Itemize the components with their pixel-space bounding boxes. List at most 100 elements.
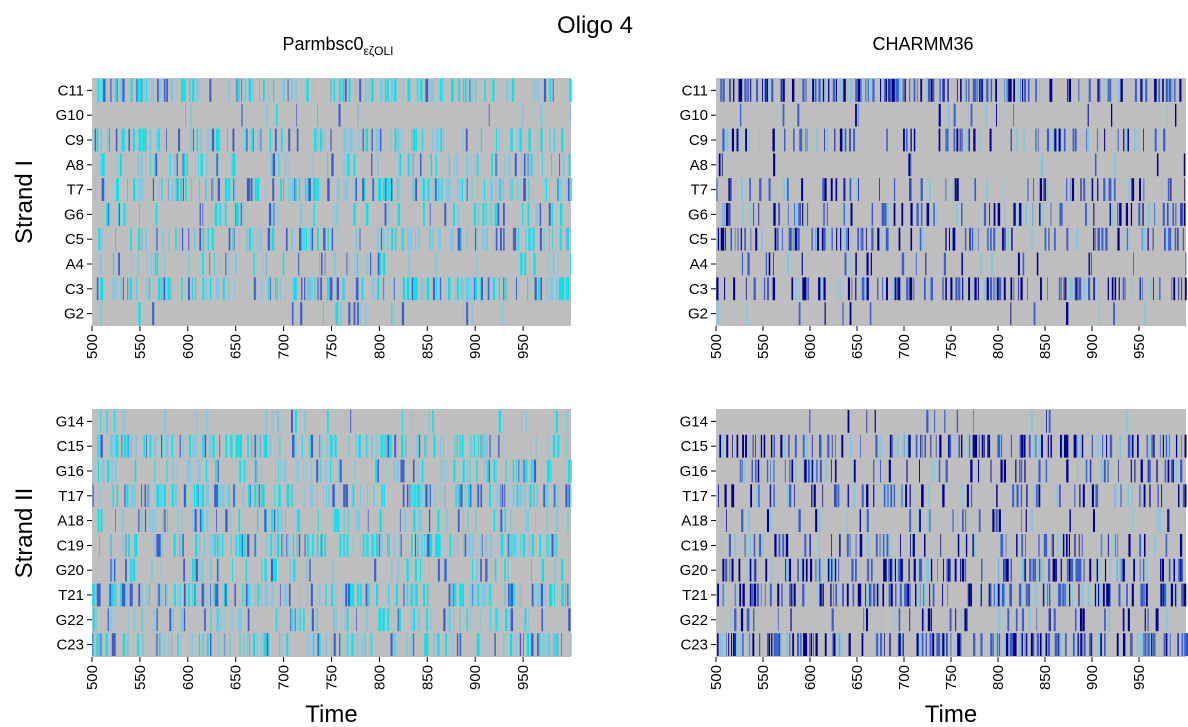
heatmap-cell [872, 583, 876, 607]
heatmap-cell [332, 558, 335, 582]
heatmap-cell [1064, 633, 1066, 656]
heatmap-cell [777, 534, 779, 557]
heatmap-cell [864, 277, 867, 301]
heatmap-cell [805, 434, 808, 458]
heatmap-cell [286, 633, 289, 656]
heatmap-cell [993, 583, 995, 607]
heatmap-cell [382, 227, 385, 251]
heatmap-cell [510, 583, 514, 607]
heatmap-cell [766, 277, 769, 301]
heatmap-cell [1072, 633, 1075, 656]
heatmap-cell [1105, 227, 1108, 251]
heatmap-cell [191, 509, 194, 532]
heatmap-cell [1068, 534, 1070, 557]
heatmap-cell [722, 583, 724, 607]
heatmap-cell [495, 153, 497, 177]
heatmap-cell [146, 79, 148, 102]
heatmap-cell [409, 484, 411, 508]
heatmap-cell [413, 277, 415, 301]
heatmap-cell [802, 558, 805, 582]
heatmap-cell [809, 534, 811, 557]
heatmap-cell [253, 277, 256, 301]
heatmap-cell [552, 79, 554, 102]
heatmap-cell [846, 509, 848, 532]
heatmap-cell [180, 583, 182, 607]
heatmap-cell [417, 608, 421, 632]
heatmap-cell [171, 178, 174, 201]
heatmap-cell [124, 153, 127, 177]
heatmap-cell [1062, 434, 1063, 458]
heatmap-cell [458, 79, 460, 102]
heatmap-cell [906, 434, 909, 458]
heatmap-cell [717, 302, 719, 325]
heatmap-cell [195, 558, 198, 582]
heatmap-cell [100, 410, 102, 433]
heatmap-cell [167, 178, 169, 201]
heatmap-cell [885, 558, 887, 582]
y-tick-label: C5 [689, 231, 708, 248]
heatmap-cell [388, 534, 390, 557]
heatmap-cell [534, 277, 537, 301]
heatmap-cell [939, 459, 941, 483]
heatmap-cell [530, 633, 532, 656]
heatmap-cell [282, 79, 285, 102]
heatmap-cell [996, 484, 998, 508]
heatmap-cell [407, 227, 409, 251]
heatmap-cell [940, 534, 942, 557]
heatmap-cell [561, 633, 562, 656]
heatmap-cell [236, 79, 238, 102]
heatmap-cell [438, 178, 440, 201]
heatmap-row-g22 [92, 608, 571, 632]
heatmap-cell [1144, 633, 1147, 656]
heatmap-cell [429, 608, 432, 632]
heatmap-cell [339, 534, 342, 557]
heatmap-cell [343, 484, 346, 508]
heatmap-cell [217, 277, 219, 301]
heatmap-cell [330, 277, 333, 301]
heatmap-cell [855, 534, 857, 557]
heatmap-cell [268, 79, 271, 102]
heatmap-cell [1091, 434, 1094, 458]
heatmap-cell [264, 558, 267, 582]
heatmap-cell [533, 227, 535, 251]
heatmap-cell [790, 484, 792, 508]
heatmap-cell [144, 509, 147, 532]
heatmap-cell [299, 178, 301, 201]
heatmap-cell [503, 277, 505, 301]
heatmap-cell [495, 459, 498, 483]
heatmap-cell [1165, 434, 1168, 458]
heatmap-cell [1178, 558, 1179, 582]
heatmap-cell [764, 583, 766, 607]
heatmap-cell [342, 79, 344, 102]
heatmap-cell [525, 459, 528, 483]
heatmap-cell [1118, 459, 1119, 483]
heatmap-cell [317, 227, 319, 251]
heatmap-cell [374, 178, 376, 201]
heatmap-cell [771, 558, 773, 582]
heatmap-cell [748, 558, 751, 582]
heatmap-cell [824, 79, 826, 102]
heatmap-cell [138, 583, 140, 607]
heatmap-cell [143, 79, 145, 102]
heatmap-cell [161, 484, 164, 508]
heatmap-cell [242, 583, 244, 607]
heatmap-cell [144, 484, 147, 508]
heatmap-cell [1124, 633, 1126, 656]
heatmap-cell [1028, 434, 1031, 458]
heatmap-cell [811, 484, 813, 508]
heatmap-cell [1011, 583, 1013, 607]
heatmap-cell [743, 459, 746, 483]
heatmap-cell [526, 410, 528, 433]
heatmap-cell [900, 558, 903, 582]
y-tick-label: C15 [680, 438, 708, 455]
heatmap-cell [293, 608, 296, 632]
heatmap-cell [153, 534, 156, 557]
heatmap-cell [1110, 178, 1112, 201]
heatmap-cell [155, 153, 158, 177]
heatmap-cell [921, 434, 923, 458]
heatmap-cell [946, 128, 949, 152]
heatmap-cell [547, 252, 549, 276]
heatmap-cell [1091, 484, 1094, 508]
heatmap-cell [840, 227, 842, 251]
heatmap-cell [984, 434, 985, 458]
